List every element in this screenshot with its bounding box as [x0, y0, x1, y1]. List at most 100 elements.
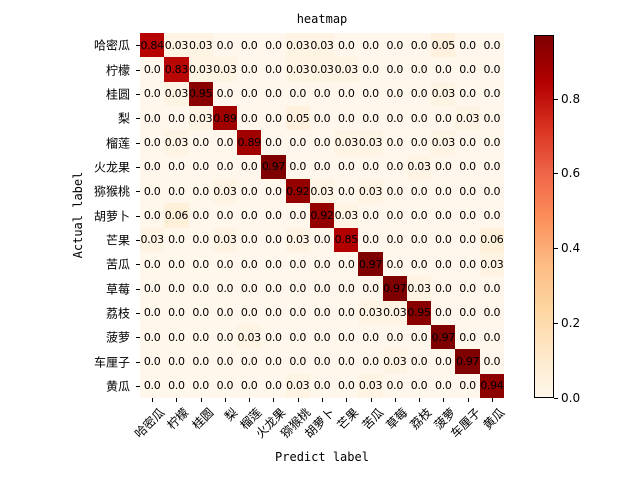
heatmap-cell: 0.0 [431, 203, 456, 228]
heatmap-cell: 0.0 [212, 154, 238, 179]
y-tick-label: 榴莲 [105, 136, 130, 150]
x-tick-mark [346, 398, 348, 402]
heatmap-cell: 0.05 [431, 33, 456, 58]
heatmap-cell: 0.0 [164, 227, 189, 252]
heatmap-cell: 0.0 [382, 227, 407, 252]
heatmap-cell: 0.0 [261, 325, 286, 350]
heatmap-cell: 0.03 [334, 203, 359, 228]
heatmap-cell: 0.03 [406, 154, 432, 179]
chart-title: heatmap [296, 12, 348, 26]
heatmap-cell: 0.0 [164, 349, 189, 374]
colorbar-tick-label: 0.2 [561, 316, 581, 331]
heatmap-cell: 0.0 [188, 300, 213, 325]
heatmap-cell: 0.0 [164, 154, 189, 179]
heatmap-cell: 0.0 [140, 81, 165, 106]
heatmap-cell: 0.0 [382, 373, 407, 398]
heatmap-cell: 0.0 [309, 227, 335, 252]
heatmap-cell: 0.03 [164, 81, 189, 106]
heatmap-cell: 0.0 [358, 203, 383, 228]
heatmap-cell: 0.0 [479, 106, 504, 131]
heatmap-cell: 0.0 [237, 373, 262, 398]
x-axis-label: Predict label [275, 450, 369, 464]
heatmap-cell: 0.0 [479, 154, 504, 179]
heatmap-cell: 0.0 [334, 373, 359, 398]
y-tick-label: 哈密瓜 [93, 38, 130, 53]
heatmap-cell: 0.97 [382, 276, 407, 301]
y-tick-label: 荔枝 [105, 306, 130, 321]
heatmap-cell: 0.0 [309, 154, 335, 179]
heatmap-cell: 0.0 [455, 373, 480, 398]
heatmap-cell: 0.0 [455, 33, 480, 58]
heatmap-cell: 0.0 [431, 57, 456, 82]
x-tick-label: 黄瓜 [480, 405, 508, 433]
heatmap-cell: 0.0 [237, 57, 262, 82]
heatmap-cell: 0.0 [285, 252, 310, 277]
heatmap-cell: 0.03 [455, 106, 480, 131]
x-tick-mark [394, 398, 396, 402]
heatmap-cell: 0.0 [237, 179, 262, 204]
heatmap-cell: 0.03 [358, 300, 383, 325]
x-tick-mark [370, 398, 372, 402]
heatmap-cell: 0.0 [237, 300, 262, 325]
heatmap-cell: 0.0 [406, 349, 432, 374]
heatmap-cell: 0.0 [285, 154, 310, 179]
heatmap-cell: 0.03 [164, 130, 189, 155]
heatmap-cell: 0.0 [406, 57, 432, 82]
heatmap-cell: 0.0 [382, 33, 407, 58]
heatmap-cell: 0.03 [431, 81, 456, 106]
heatmap-cell: 0.84 [140, 33, 165, 58]
x-tick-mark [491, 398, 493, 402]
heatmap-cell: 0.0 [261, 203, 286, 228]
heatmap-cell: 0.03 [188, 57, 213, 82]
x-tick-mark [322, 398, 323, 402]
heatmap-cell: 0.0 [334, 179, 359, 204]
heatmap-cell: 0.0 [358, 33, 383, 58]
x-tick-mark [176, 398, 178, 402]
heatmap-cell: 0.0 [140, 325, 165, 350]
y-axis-label: Actual label [71, 171, 85, 259]
heatmap-cell: 0.0 [382, 179, 407, 204]
heatmap-cell: 0.0 [261, 349, 286, 374]
heatmap-cell: 0.0 [261, 227, 286, 252]
heatmap-cell: 0.0 [455, 57, 480, 82]
heatmap-cell: 0.0 [431, 300, 456, 325]
heatmap-cell: 0.0 [479, 33, 504, 58]
heatmap-cell: 0.97 [358, 252, 383, 277]
x-tick-mark [224, 398, 226, 402]
heatmap-cell: 0.0 [406, 252, 432, 277]
heatmap-cell: 0.0 [188, 349, 213, 374]
heatmap-cell: 0.0 [140, 130, 165, 155]
heatmap-cell: 0.0 [382, 203, 407, 228]
heatmap-cell: 0.97 [431, 325, 456, 350]
heatmap-cell: 0.95 [406, 300, 432, 325]
y-tick-mark [136, 45, 140, 47]
heatmap-cell: 0.0 [406, 373, 432, 398]
heatmap-cell: 0.0 [431, 227, 456, 252]
heatmap-cell: 0.0 [334, 325, 359, 350]
heatmap-cell: 0.0 [188, 179, 213, 204]
heatmap-cell: 0.0 [188, 203, 213, 228]
x-tick-mark [152, 398, 154, 402]
heatmap-cell: 0.0 [382, 81, 407, 106]
colorbar-tick-mark [554, 248, 558, 250]
heatmap-cell: 0.0 [285, 81, 310, 106]
heatmap-cell: 0.0 [479, 325, 504, 350]
heatmap-cell: 0.03 [237, 325, 262, 350]
heatmap-cell: 0.03 [212, 57, 238, 82]
heatmap-cell: 0.0 [140, 57, 165, 82]
y-tick-mark [136, 93, 140, 95]
heatmap-cell: 0.03 [382, 300, 407, 325]
heatmap-cell: 0.0 [406, 203, 432, 228]
heatmap-cell: 0.0 [358, 325, 383, 350]
colorbar-tick-label: 0.6 [561, 166, 581, 181]
heatmap-cell: 0.97 [455, 349, 480, 374]
y-tick-mark [136, 191, 140, 193]
x-tick-mark [273, 398, 275, 402]
heatmap-cell: 0.0 [140, 106, 165, 131]
x-tick-mark [297, 398, 299, 402]
x-tick-mark [200, 398, 202, 402]
heatmap-cell: 0.97 [261, 154, 286, 179]
y-tick-label: 梨 [117, 111, 130, 126]
heatmap-cell: 0.03 [212, 179, 238, 204]
heatmap-cell: 0.0 [188, 154, 213, 179]
